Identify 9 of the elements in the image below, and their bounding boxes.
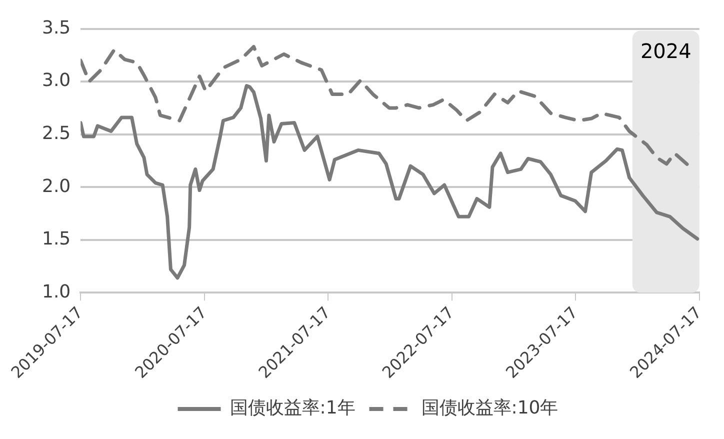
y-tick-label: 3.0 (42, 70, 71, 92)
legend-label: 国债收益率:10年 (421, 398, 558, 419)
y-tick-label: 1.0 (42, 281, 71, 302)
y-tick-label: 1.5 (42, 228, 71, 250)
y-tick-label: 2.0 (42, 176, 71, 197)
y-tick-label: 3.5 (42, 17, 71, 38)
band-label: 2024 (640, 39, 692, 64)
y-tick-label: 2.5 (42, 123, 71, 144)
legend-label: 国债收益率:1年 (230, 398, 356, 419)
